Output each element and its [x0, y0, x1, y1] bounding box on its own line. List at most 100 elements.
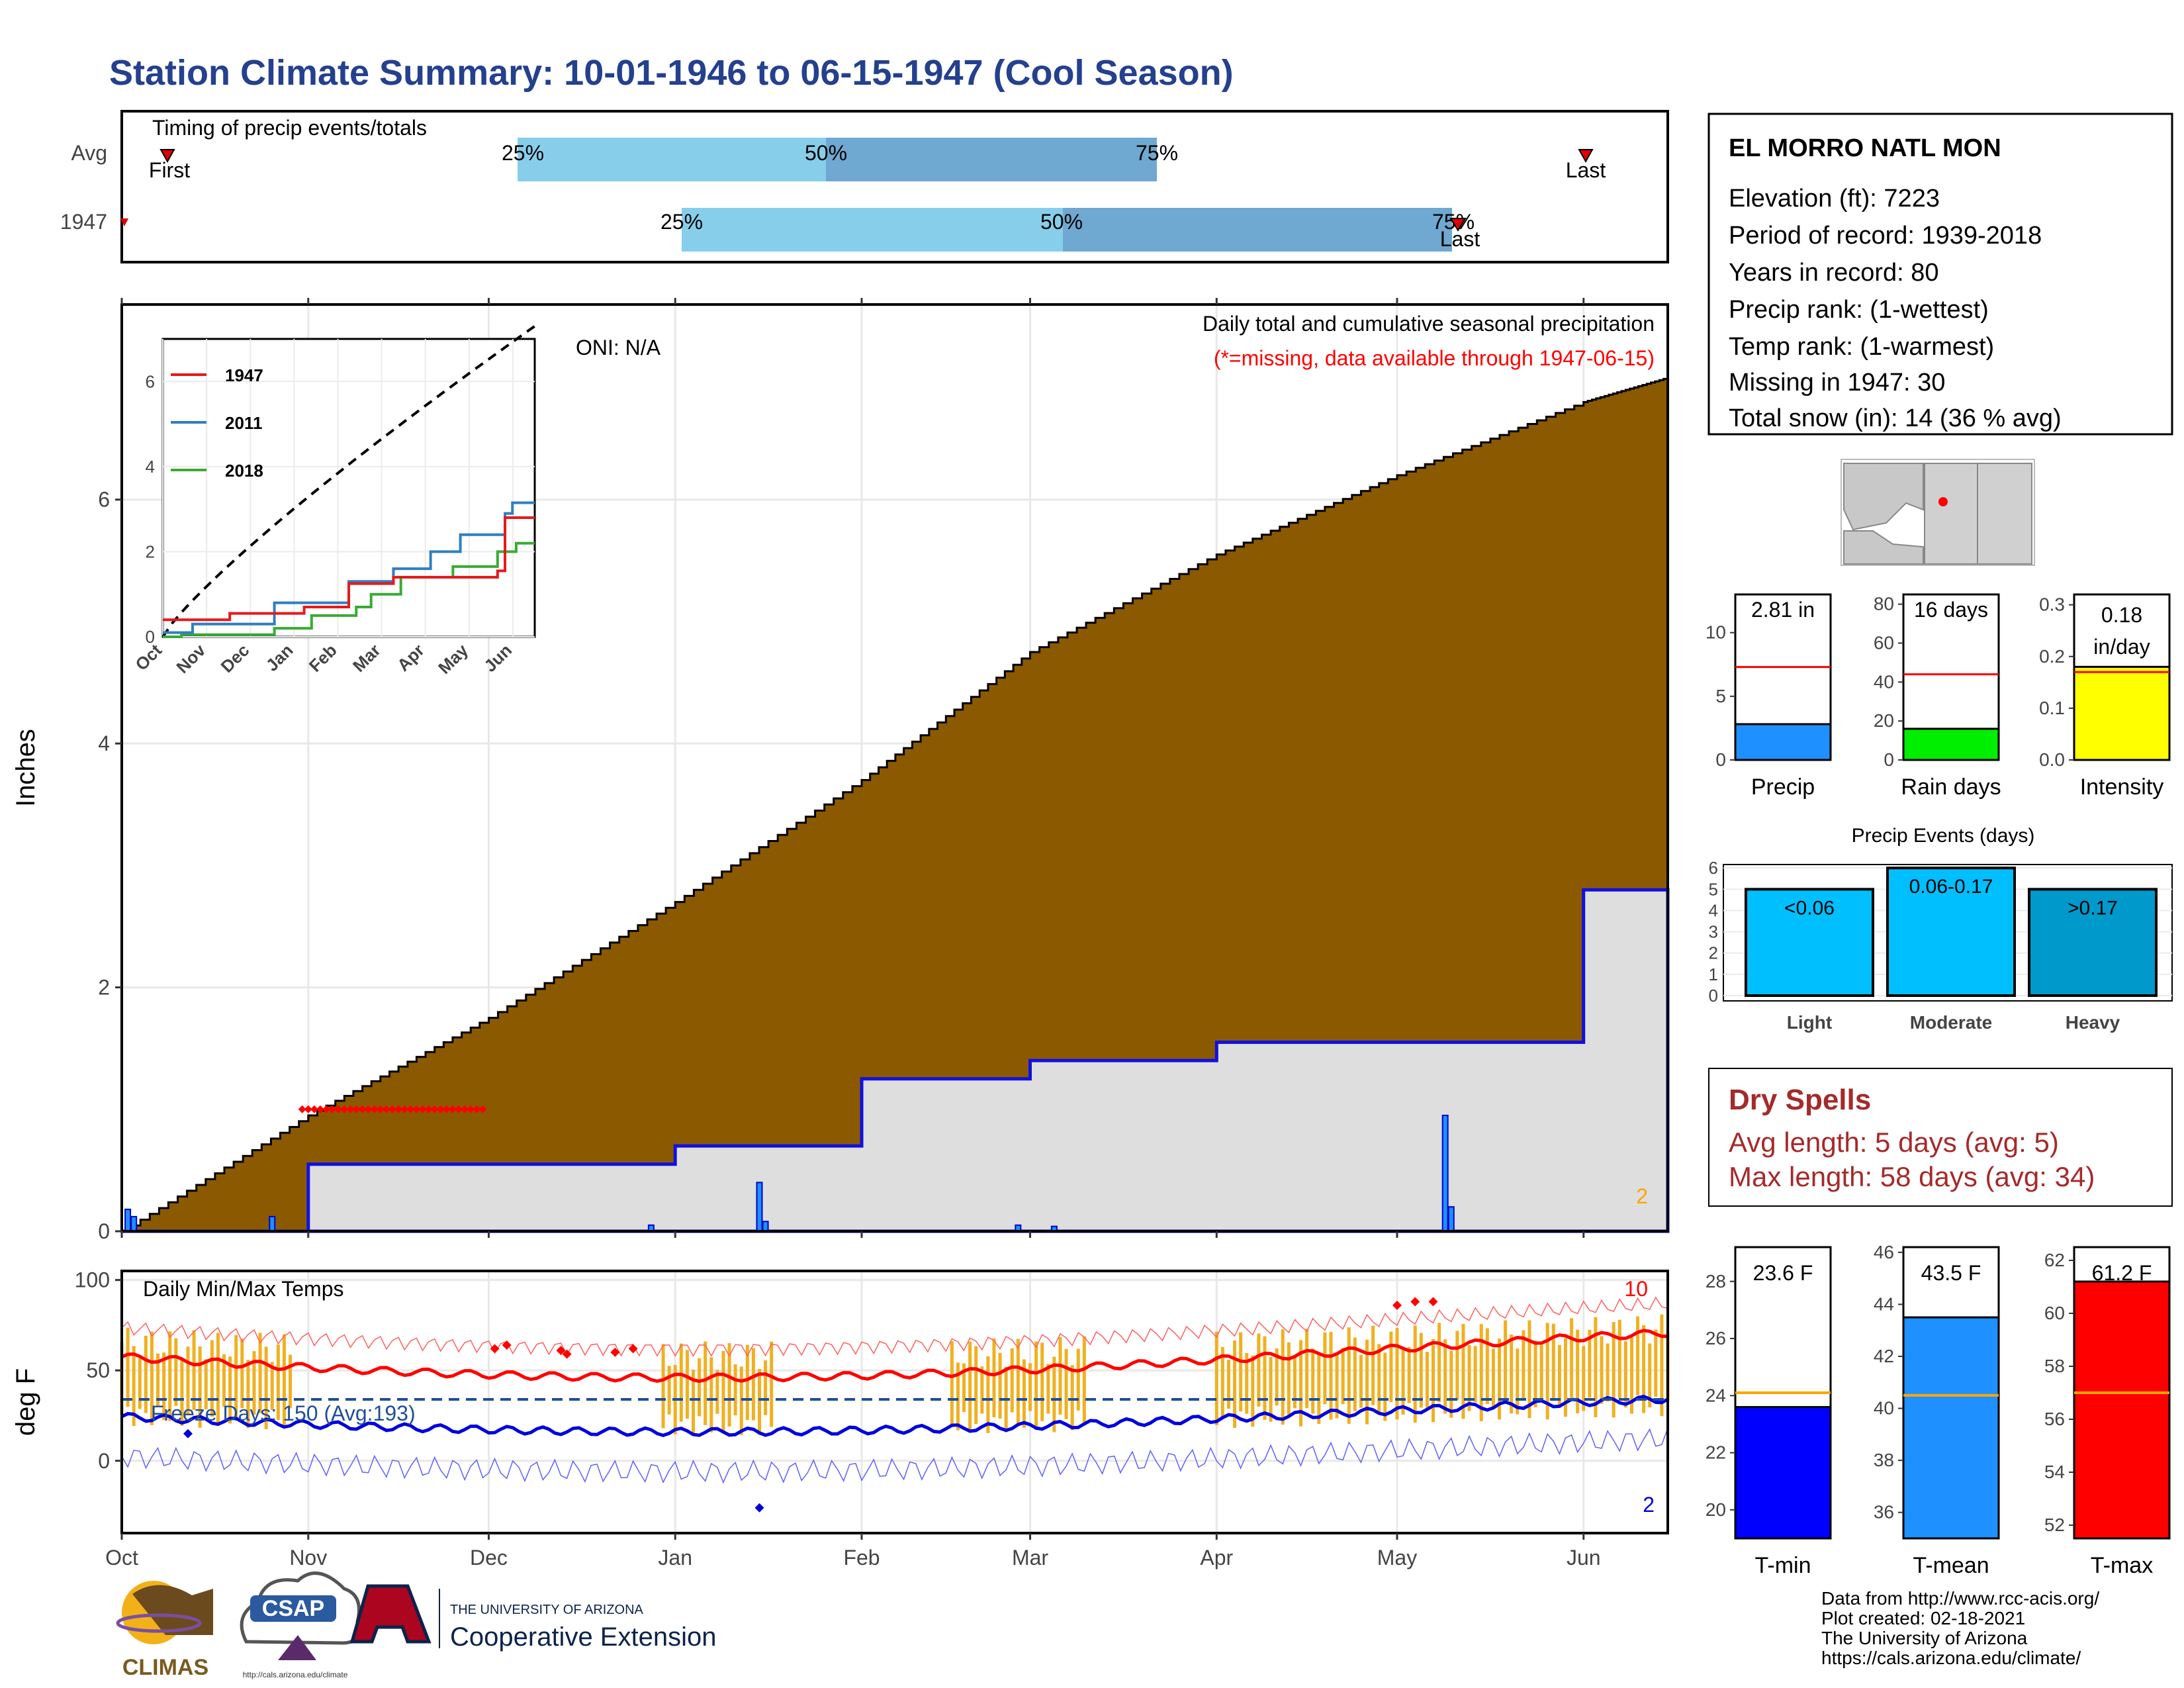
page-title: Station Climate Summary: 10-01-1946 to 0… — [109, 53, 1234, 93]
y1947-p25: 25% — [660, 210, 703, 234]
svg-text:2: 2 — [146, 541, 155, 561]
temp-label: Daily Min/Max Temps — [143, 1277, 343, 1301]
svg-text:5: 5 — [1709, 879, 1718, 899]
climas-wordmark: CLIMAS — [122, 1655, 208, 1680]
station-line-period: Period of record: 1939-2018 — [1729, 222, 2042, 250]
inset-line-2011 — [163, 501, 535, 634]
svg-text:60: 60 — [2044, 1303, 2065, 1323]
svg-text:1: 1 — [1709, 964, 1718, 984]
svg-text:52: 52 — [2044, 1515, 2065, 1535]
svg-text:May: May — [1377, 1546, 1417, 1570]
svg-text:54: 54 — [2044, 1462, 2065, 1482]
svg-text:2: 2 — [98, 976, 110, 1000]
inset-gridlines — [162, 339, 535, 637]
svg-text:60: 60 — [1874, 633, 1894, 653]
temp-bar-value — [1734, 1406, 1832, 1540]
precip-corner-count: 2 — [1636, 1184, 1648, 1208]
temp-record-markers — [183, 1297, 1438, 1513]
svg-text:0: 0 — [98, 1219, 110, 1243]
svg-text:10: 10 — [1706, 622, 1726, 643]
mini-bar-label: Intensity — [2080, 774, 2164, 800]
ua-big-text: Cooperative Extension — [450, 1622, 716, 1652]
daily-temp-range-bars — [120, 1314, 1670, 1436]
y1947-first-marker — [120, 218, 128, 226]
avg-bar-25-50 — [518, 138, 826, 181]
svg-text:62: 62 — [2044, 1250, 2065, 1270]
svg-text:0.1: 0.1 — [2039, 698, 2065, 718]
precip-ylabel: Inches — [11, 729, 40, 807]
svg-text:44: 44 — [1874, 1293, 1894, 1314]
event-bar-heavy: >0.17 Heavy — [2028, 888, 2158, 1033]
avg-max-line — [121, 1329, 1668, 1383]
csap-logo: CSAP http://cals.arizona.edu/climate — [240, 1571, 361, 1679]
record-max-line — [121, 1296, 1668, 1357]
y1947-last-marker — [1449, 218, 1467, 232]
svg-text:Mar: Mar — [1012, 1546, 1048, 1570]
row-label-avg: Avg — [71, 141, 107, 165]
summary-mini-bars: 0 5 10 2.81 in Precip 0 20 40 60 80 16 days Rain da… — [1706, 593, 2171, 800]
avg-first-marker — [159, 149, 175, 164]
precip-missing-note: (*=missing, data available through 1947-… — [1214, 346, 1655, 370]
oni-label: ONI: N/A — [576, 336, 661, 359]
y1947-last-label: Last — [1440, 227, 1480, 251]
event-bar-moderate: 0.06-0.17 Moderate — [1886, 867, 2016, 1033]
station-line-missing: Missing in 1947: 30 — [1729, 369, 1945, 397]
event-range: 0.06-0.17 — [1909, 876, 1993, 898]
y1947-p50: 50% — [1040, 210, 1083, 234]
temp-x-ticks: Oct Nov Dec Jan Feb Mar Apr May Jun — [105, 1533, 1601, 1570]
svg-text:40: 40 — [1874, 671, 1894, 692]
svg-text:6: 6 — [98, 488, 110, 512]
svg-text:0.0: 0.0 — [2039, 749, 2065, 770]
event-bar-light: <0.06 Light — [1745, 888, 1874, 1033]
svg-text:Dec: Dec — [470, 1546, 508, 1570]
svg-text:28: 28 — [1706, 1271, 1726, 1291]
svg-text:20: 20 — [1874, 710, 1894, 731]
csap-wordmark: CSAP — [262, 1596, 324, 1621]
row-label-1947: 1947 — [60, 210, 107, 234]
svg-text:38: 38 — [1874, 1450, 1894, 1470]
dry-avg: Avg length: 5 days (avg: 5) — [1729, 1127, 2059, 1158]
mini-bar-value — [1902, 727, 2000, 761]
precip-y-ticks: 0 2 4 6 — [98, 488, 122, 1243]
inset-line-1947 — [163, 516, 535, 622]
footer-line-2: Plot created: 02-18-2021 — [1821, 1608, 2025, 1628]
dry-spells-box: Dry Spells Avg length: 5 days (avg: 5) M… — [1708, 1068, 2173, 1207]
inset-legend-1947: 1947 — [225, 365, 263, 385]
temp-bottom-count: 2 — [1643, 1493, 1655, 1517]
inset-legend-2011: 2011 — [225, 413, 262, 433]
svg-text:Jun: Jun — [1567, 1546, 1601, 1570]
mini-bar-value-text: 2.81 in — [1751, 598, 1815, 622]
mini-bar-label: Precip — [1751, 774, 1815, 800]
mini-bar-value — [2073, 665, 2171, 761]
station-info-box: EL MORRO NATL MON Elevation (ft): 7223 P… — [1707, 113, 2173, 436]
svg-text:0: 0 — [1884, 749, 1894, 770]
mini-bar-value-text: 0.18 — [2101, 603, 2142, 627]
avg-bar-50-75 — [826, 138, 1157, 181]
locator-map — [1841, 459, 2035, 566]
svg-text:0: 0 — [98, 1449, 110, 1473]
svg-text:0.2: 0.2 — [2039, 646, 2065, 667]
timing-label: Timing of precip events/totals — [152, 116, 427, 140]
svg-text:22: 22 — [1706, 1442, 1726, 1463]
mini-bar-precip: 0 5 10 2.81 in Precip — [1706, 593, 1832, 800]
svg-text:4: 4 — [98, 731, 110, 755]
temp-bar-t-max: 52 54 56 58 60 62 61.2 F T-max — [2044, 1246, 2171, 1578]
footer-credits: Data from http://www.rcc-acis.org/ Plot … — [1821, 1588, 2099, 1668]
svg-text:56: 56 — [2044, 1409, 2065, 1429]
svg-text:100: 100 — [75, 1268, 110, 1292]
station-name: EL MORRO NATL MON — [1729, 134, 2001, 162]
station-line-snow: Total snow (in): 14 (36 % avg) — [1729, 404, 2062, 432]
avg-first-label: First — [149, 158, 190, 182]
precip-panel: Daily total and cumulative seasonal prec… — [11, 298, 1670, 1243]
svg-text:Jan: Jan — [658, 1546, 692, 1570]
svg-text:in/day: in/day — [2093, 635, 2150, 659]
mini-bar-intensity: 0.0 0.1 0.2 0.3 0.18 in/day Intensity — [2039, 593, 2171, 800]
svg-text:80: 80 — [1874, 594, 1894, 614]
mini-bar-label: Rain days — [1901, 774, 2001, 800]
mini-bar-value-text: 16 days — [1914, 598, 1988, 622]
svg-text:26: 26 — [1706, 1328, 1726, 1348]
svg-text:20: 20 — [1706, 1499, 1726, 1520]
